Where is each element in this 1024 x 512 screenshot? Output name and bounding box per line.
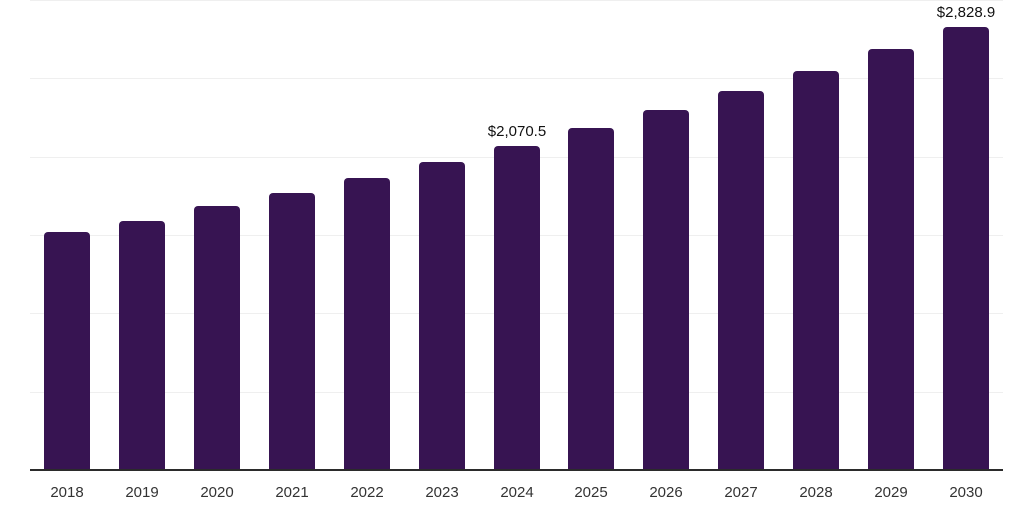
gridline-3000 xyxy=(30,0,1003,1)
x-tick-label-2020: 2020 xyxy=(200,484,234,501)
value-label-2024: $2,070.5 xyxy=(487,123,547,140)
x-tick-label-2030: 2030 xyxy=(949,484,983,501)
x-tick-label-2024: 2024 xyxy=(500,484,534,501)
x-tick-label-2019: 2019 xyxy=(125,484,159,501)
bar-2027 xyxy=(718,91,764,470)
x-tick-label-2022: 2022 xyxy=(350,484,384,501)
bar-2024 xyxy=(494,146,540,470)
x-tick-label-2025: 2025 xyxy=(574,484,608,501)
bar-2023 xyxy=(419,162,465,470)
x-tick-label-2027: 2027 xyxy=(724,484,758,501)
bar-2029 xyxy=(868,49,914,470)
x-tick-label-2029: 2029 xyxy=(874,484,908,501)
x-tick-label-2026: 2026 xyxy=(649,484,683,501)
bar-2021 xyxy=(269,193,315,470)
x-tick-label-2021: 2021 xyxy=(275,484,309,501)
bar-2020 xyxy=(194,206,240,470)
value-label-2030: $2,828.9 xyxy=(936,4,996,21)
bar-2018 xyxy=(44,232,90,470)
bar-2028 xyxy=(793,71,839,470)
x-tick-label-2028: 2028 xyxy=(799,484,833,501)
bar-2030 xyxy=(943,27,989,470)
bar-2025 xyxy=(568,128,614,470)
x-axis-line xyxy=(30,469,1003,471)
bar-2019 xyxy=(119,221,165,470)
x-tick-label-2018: 2018 xyxy=(50,484,84,501)
gridline-2500 xyxy=(30,78,1003,79)
x-tick-label-2023: 2023 xyxy=(425,484,459,501)
bar-2026 xyxy=(643,110,689,470)
bar-2022 xyxy=(344,178,390,470)
